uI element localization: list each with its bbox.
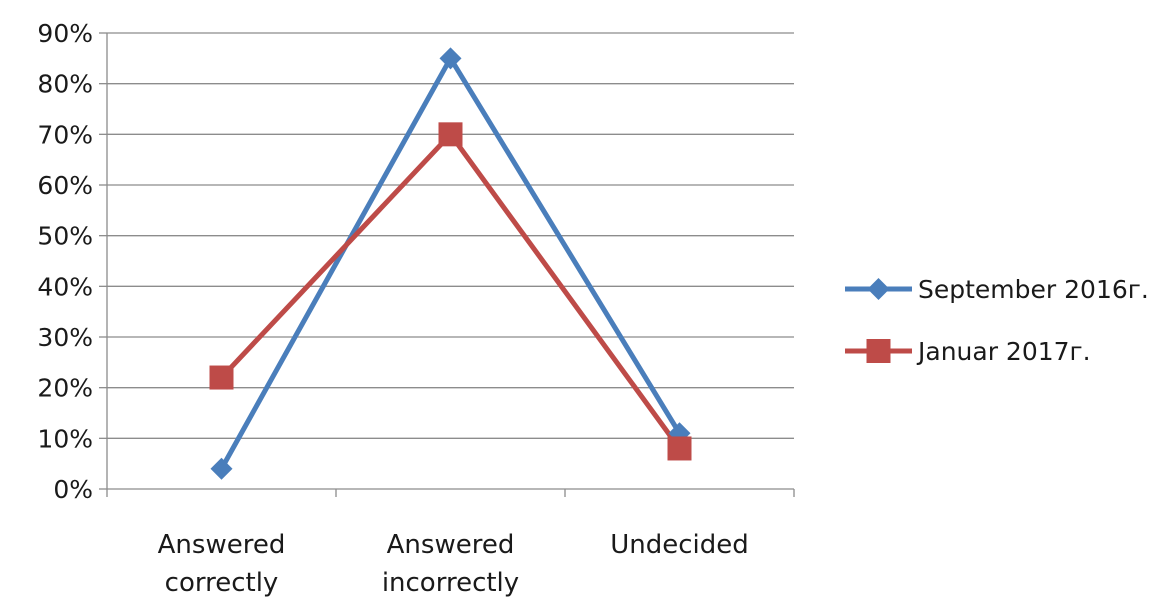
- legend-marker-swatch: [867, 278, 890, 300]
- data-point-1-0: [209, 365, 234, 390]
- data-point-1-1: [438, 122, 463, 147]
- y-tick-label: 60%: [37, 171, 93, 200]
- y-tick-label: 20%: [37, 374, 93, 403]
- legend: September 2016г. Januar 2017г.: [845, 275, 1149, 366]
- y-tick-labels: 0% 10% 20% 30% 40% 50% 60% 70% 80% 90%: [37, 19, 93, 504]
- axes: [99, 32, 795, 497]
- data-point-0-0: [210, 457, 233, 480]
- legend-entry-1: Januar 2017г.: [845, 337, 1091, 366]
- y-tick-label: 80%: [37, 70, 93, 99]
- legend-label: Januar 2017г.: [916, 337, 1091, 366]
- y-tick-label: 90%: [37, 19, 93, 48]
- legend-label: September 2016г.: [918, 275, 1149, 304]
- x-category-labels: Answered correctly Answered incorrectly Unde…: [158, 530, 749, 598]
- x-category-label: Undecided: [610, 530, 749, 560]
- y-tick-label: 70%: [37, 120, 93, 149]
- x-category-label: Answered correctly: [158, 530, 286, 598]
- y-tick-label: 50%: [37, 222, 93, 251]
- legend-entry-0: September 2016г.: [845, 275, 1149, 304]
- data-point-1-2: [667, 436, 692, 461]
- data-point-0-1: [439, 47, 462, 70]
- legend-marker-swatch: [866, 339, 891, 363]
- series-layer: [209, 47, 692, 480]
- y-tick-label: 30%: [37, 323, 93, 352]
- y-tick-label: 10%: [37, 424, 93, 453]
- series-line-1: [219, 131, 682, 451]
- y-tick-label: 40%: [37, 272, 93, 301]
- x-category-label: Answered incorrectly: [382, 530, 519, 598]
- y-tick-label: 0%: [53, 475, 93, 504]
- series-line-0: [219, 55, 682, 472]
